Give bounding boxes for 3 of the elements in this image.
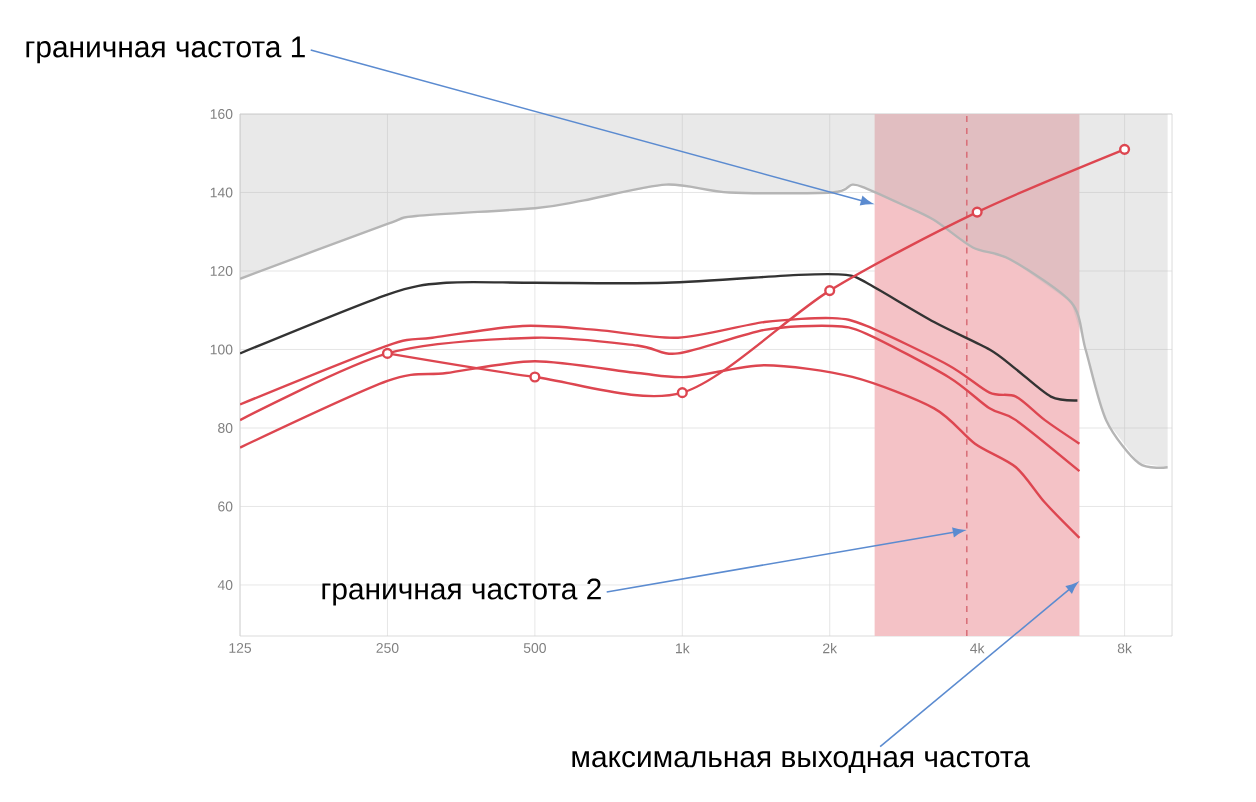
annotation: граничная частота 2 — [322, 578, 601, 606]
annotation: максимальная выходная частота — [572, 751, 1030, 773]
annotation: граничная частота 1 — [26, 36, 305, 64]
